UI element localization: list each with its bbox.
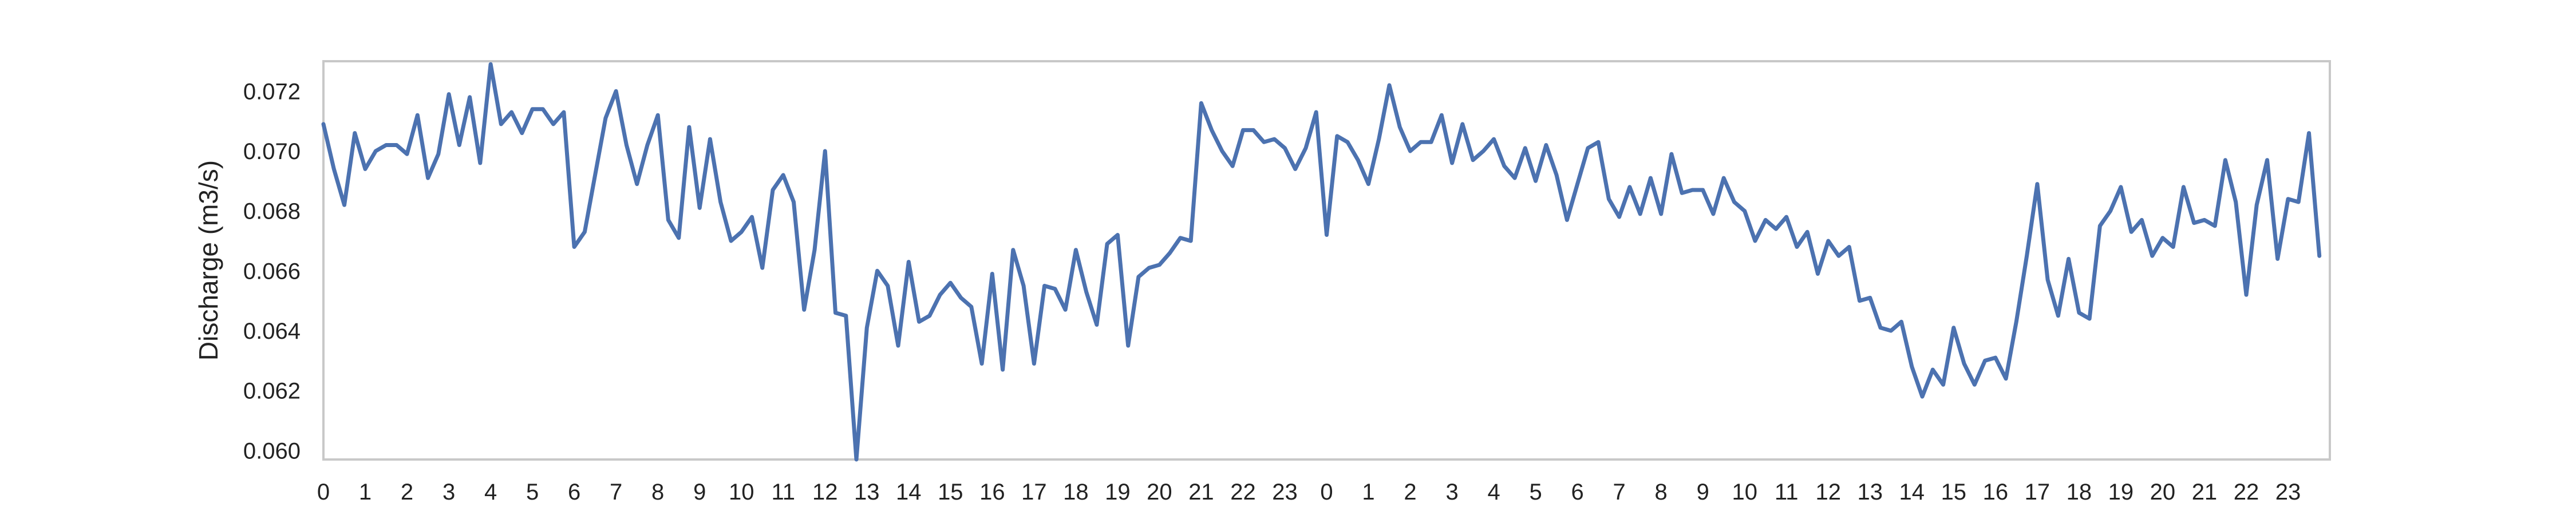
x-tick-label: 18	[1063, 480, 1089, 505]
x-tick-label: 21	[1188, 480, 1214, 505]
x-tick-label: 16	[979, 480, 1005, 505]
x-axis-ticks: 0 1 2 3 4 5 6 7 8 9 10 11 12 13 14 15 16 17 18 19 20 21 22 23 0 1…	[317, 480, 2301, 505]
x-tick-label: 11	[1775, 480, 1799, 505]
x-tick-label: 22	[2234, 480, 2259, 505]
x-tick-label: 10	[729, 480, 754, 505]
x-tick-label: 10	[1732, 480, 1757, 505]
x-tick-label: 12	[812, 480, 838, 505]
x-tick-label: 7	[610, 480, 622, 505]
x-tick-label: 3	[442, 480, 455, 505]
x-tick-label: 15	[1941, 480, 1967, 505]
x-tick-label: 21	[2192, 480, 2218, 505]
x-tick-label: 17	[2025, 480, 2050, 505]
x-tick-label: 20	[1147, 480, 1172, 505]
y-axis-title: Discharge (m3/s)	[193, 160, 223, 360]
x-tick-label: 6	[1571, 480, 1584, 505]
x-tick-label: 8	[1655, 480, 1668, 505]
y-tick-label: 0.068	[243, 199, 301, 224]
x-tick-label: 2	[1404, 480, 1416, 505]
discharge-series-line	[321, 62, 2322, 462]
x-tick-label: 4	[484, 480, 497, 505]
x-tick-label: 16	[1983, 480, 2009, 505]
y-tick-label: 0.072	[243, 79, 301, 104]
x-tick-label: 12	[1816, 480, 1842, 505]
y-tick-label: 0.066	[243, 259, 301, 284]
x-tick-label: 14	[896, 480, 922, 505]
x-tick-label: 1	[359, 480, 372, 505]
x-tick-label: 14	[1899, 480, 1925, 505]
y-tick-label: 0.070	[243, 139, 301, 164]
x-tick-label: 23	[2275, 480, 2301, 505]
x-tick-label: 6	[568, 480, 580, 505]
x-tick-label: 23	[1272, 480, 1298, 505]
x-tick-label: 19	[2108, 480, 2134, 505]
x-tick-label: 9	[1697, 480, 1709, 505]
x-tick-label: 13	[854, 480, 880, 505]
x-tick-label: 3	[1445, 480, 1458, 505]
x-tick-label: 19	[1105, 480, 1131, 505]
x-tick-label: 7	[1613, 480, 1626, 505]
x-tick-label: 5	[1529, 480, 1542, 505]
x-tick-label: 1	[1362, 480, 1374, 505]
x-tick-label: 0	[317, 480, 330, 505]
x-tick-label: 15	[938, 480, 963, 505]
x-tick-label: 17	[1021, 480, 1047, 505]
x-tick-label: 20	[2150, 480, 2176, 505]
x-tick-label: 9	[693, 480, 706, 505]
x-tick-label: 8	[651, 480, 664, 505]
y-axis-ticks: 0.060 0.062 0.064 0.066 0.068 0.070 0.072	[243, 79, 301, 464]
x-tick-label: 22	[1230, 480, 1256, 505]
y-tick-label: 0.062	[243, 379, 301, 404]
x-tick-label: 5	[526, 480, 539, 505]
y-tick-label: 0.060	[243, 438, 301, 464]
x-tick-label: 11	[771, 480, 795, 505]
x-tick-label: 0	[1320, 480, 1333, 505]
x-tick-label: 4	[1487, 480, 1500, 505]
x-tick-label: 2	[401, 480, 413, 505]
plot-area	[322, 60, 2331, 461]
x-tick-label: 18	[2067, 480, 2092, 505]
y-tick-label: 0.064	[243, 319, 301, 344]
x-tick-label: 13	[1858, 480, 1883, 505]
